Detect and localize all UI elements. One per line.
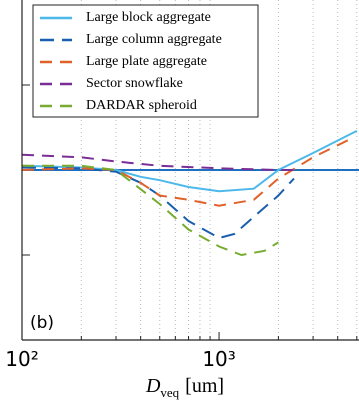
- series-line: [21, 139, 349, 207]
- legend-label: Large block aggregate: [86, 10, 211, 25]
- x-tick-label: 10²: [5, 347, 38, 371]
- x-axis-label: Dveq [um]: [145, 375, 224, 400]
- panel-label: (b): [30, 313, 54, 333]
- legend-label: Large column aggregate: [86, 32, 222, 47]
- legend-label: DARDAR spheroid: [86, 98, 197, 113]
- x-label-subscript: veq: [160, 385, 179, 400]
- x-label-symbol: D: [145, 375, 161, 397]
- x-tick-label: 10³: [202, 347, 235, 371]
- legend-label: Sector snowflake: [86, 76, 183, 91]
- series-line: [21, 166, 295, 240]
- series-line: [22, 164, 279, 257]
- legend: Large block aggregate Large column aggreg…: [32, 4, 259, 118]
- x-label-unit: [um]: [185, 375, 224, 397]
- legend-box: [32, 4, 259, 118]
- legend-label: Large plate aggregate: [86, 54, 207, 69]
